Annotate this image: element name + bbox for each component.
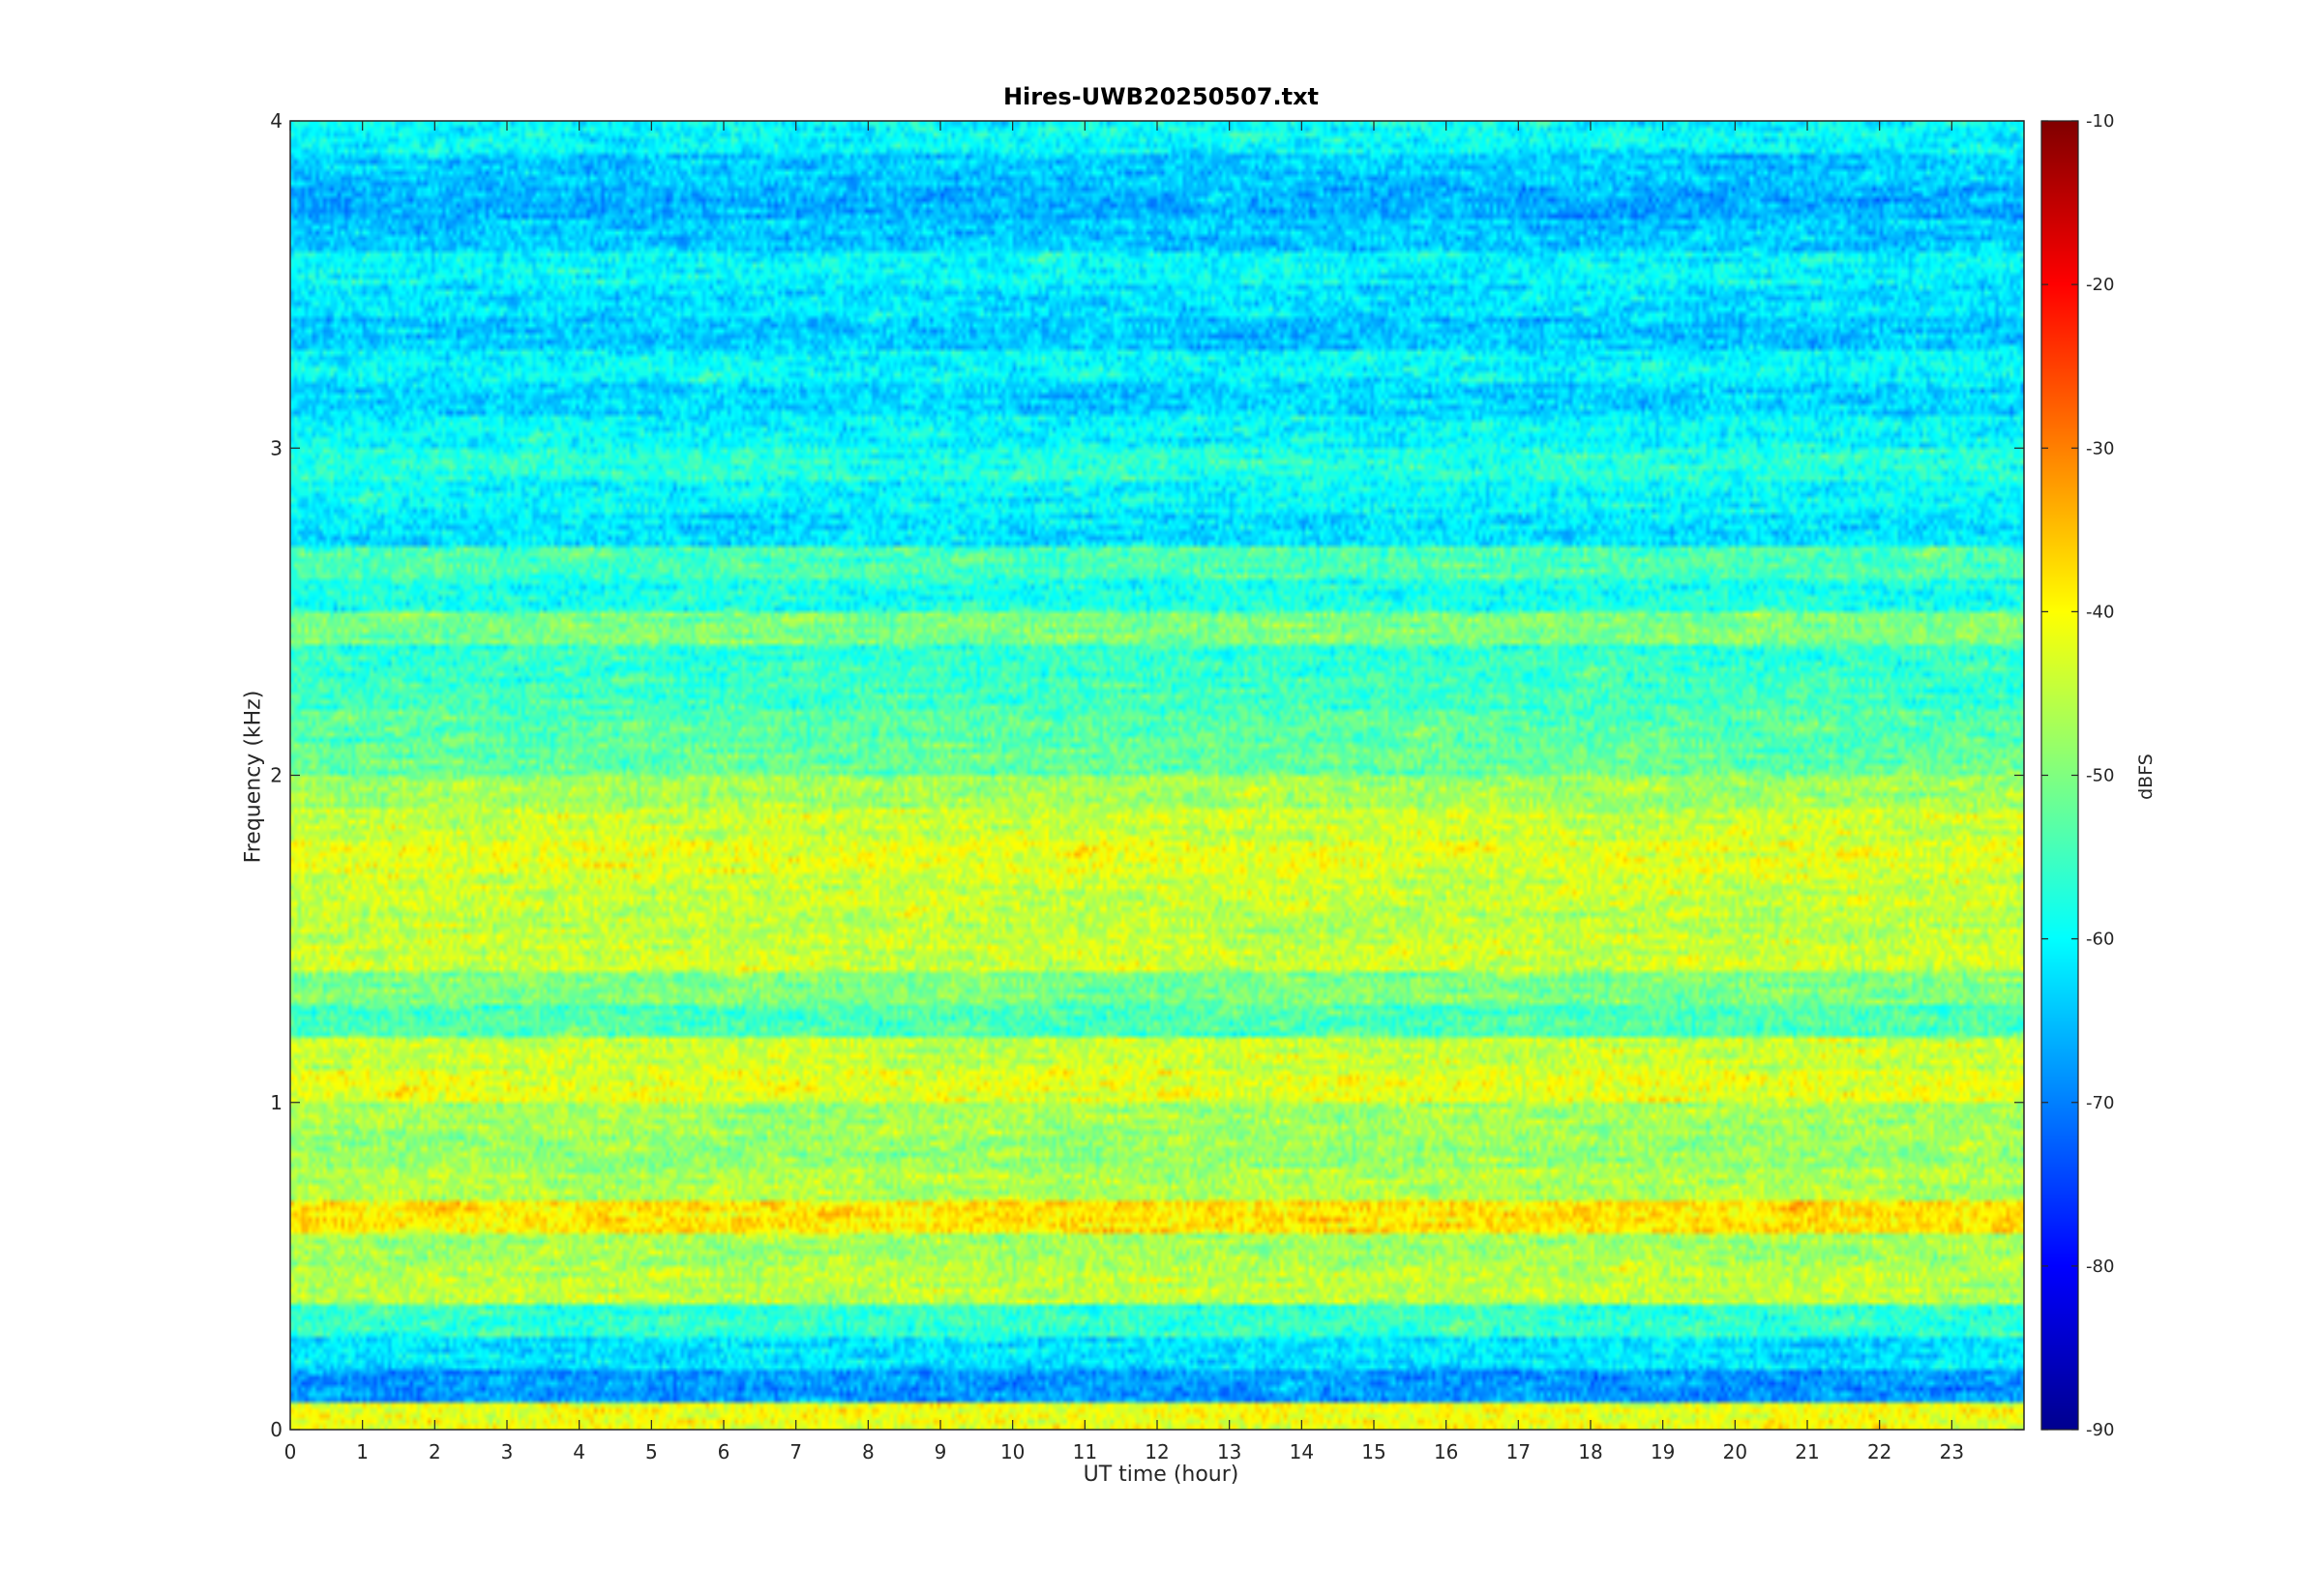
- x-tick-label: 18: [1578, 1440, 1602, 1463]
- chart-title: Hires-UWB20250507.txt: [1002, 83, 1320, 110]
- colorbar-ticks: -90 -80 -70 -60 -50 -40 -30 -20 -10: [2041, 111, 2114, 1440]
- x-tick-label: 7: [789, 1440, 802, 1463]
- x-tick-label: 11: [1073, 1440, 1097, 1463]
- x-tick-label: 3: [501, 1440, 514, 1463]
- colorbar-tick-label: -30: [2086, 438, 2114, 458]
- colorbar-tick-label: -70: [2086, 1093, 2114, 1113]
- heatmap-image: [290, 121, 2024, 1430]
- colorbar-tick-label: -20: [2086, 275, 2114, 295]
- x-tick-label: 0: [284, 1440, 297, 1463]
- x-axis-label: UT time (hour): [1083, 1463, 1239, 1487]
- y-axis-ticks: 0 1 2 3 4: [270, 109, 2024, 1441]
- colorbar-tick-label: -60: [2086, 930, 2114, 950]
- x-tick-label: 6: [718, 1440, 730, 1463]
- x-tick-label: 19: [1651, 1440, 1675, 1463]
- x-tick-label: 10: [1000, 1440, 1025, 1463]
- x-tick-label: 13: [1217, 1440, 1241, 1463]
- colorbar-tick-label: -90: [2086, 1420, 2114, 1440]
- colorbar-tick-label: -50: [2086, 766, 2114, 786]
- y-axis-label: Frequency (kHz): [241, 690, 266, 864]
- x-tick-label: 8: [862, 1440, 875, 1463]
- colorbar-label: dBFS: [2135, 754, 2157, 800]
- y-tick-label: 0: [270, 1418, 283, 1441]
- x-tick-label: 23: [1940, 1440, 1964, 1463]
- colorbar-tick-label: -40: [2086, 602, 2114, 622]
- heatmap-cells: [290, 121, 2024, 1430]
- x-tick-label: 1: [356, 1440, 369, 1463]
- x-tick-label: 22: [1867, 1440, 1891, 1463]
- x-tick-label: 15: [1361, 1440, 1385, 1463]
- x-tick-label: 4: [573, 1440, 585, 1463]
- colorbar-tick-label: -10: [2086, 111, 2114, 132]
- x-tick-label: 12: [1145, 1440, 1169, 1463]
- x-axis-ticks: 0 1 2 3 4 5 6 7 8 9 10 11 12 13 14 15 16 17 18 19 20 21 22 23: [284, 121, 1964, 1463]
- x-tick-label: 16: [1434, 1440, 1458, 1463]
- y-tick-label: 4: [270, 109, 283, 133]
- x-tick-label: 14: [1290, 1440, 1314, 1463]
- y-tick-label: 2: [270, 764, 283, 787]
- x-tick-label: 2: [429, 1440, 441, 1463]
- x-tick-label: 21: [1795, 1440, 1819, 1463]
- y-tick-label: 1: [270, 1091, 283, 1114]
- y-tick-label: 3: [270, 436, 283, 459]
- x-tick-label: 5: [645, 1440, 658, 1463]
- x-tick-label: 20: [1723, 1440, 1747, 1463]
- x-tick-label: 9: [935, 1440, 947, 1463]
- colorbar-tick-label: -80: [2086, 1256, 2114, 1277]
- x-tick-label: 17: [1506, 1440, 1531, 1463]
